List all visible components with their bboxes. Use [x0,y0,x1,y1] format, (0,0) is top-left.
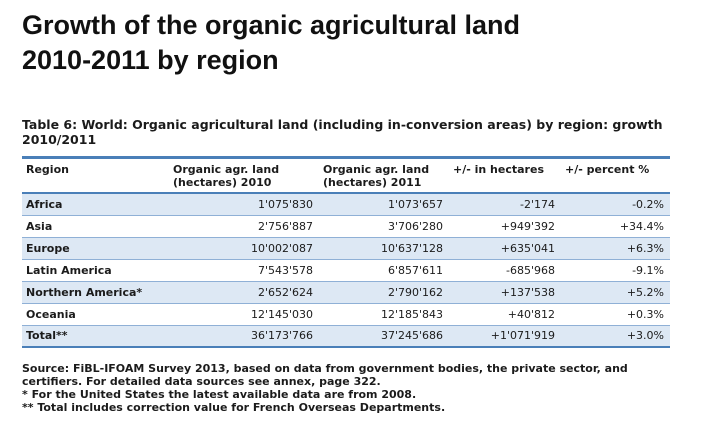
header-land-2010: Organic agr. land (hectares) 2010 [169,159,319,194]
cell-land-2011: 3'706'280 [319,215,449,238]
table-caption: Table 6: World: Organic agricultural lan… [22,117,663,147]
header-region: Region [22,159,169,194]
cell-land-2011: 6'857'611 [319,259,449,282]
cell-land-2010: 1'075'830 [169,193,319,216]
source-note: Source: FiBL-IFOAM Survey 2013, based on… [22,362,628,388]
slide-title-line1: Growth of the organic agricultural land [22,10,521,40]
cell-change-hectares: +40'812 [449,303,561,326]
organic-land-table: Region Organic agr. land (hectares) 2010… [22,159,670,348]
cell-land-2011: 10'637'128 [319,237,449,260]
cell-land-2010: 10'002'087 [169,237,319,260]
cell-change-hectares: +137'538 [449,281,561,304]
cell-region: Northern America* [22,281,169,304]
cell-region: Asia [22,215,169,238]
table-notes: Source: FiBL-IFOAM Survey 2013, based on… [22,362,682,414]
cell-land-2011: 2'790'162 [319,281,449,304]
cell-region: Total** [22,325,169,348]
table-row: Europe 10'002'087 10'637'128 +635'041 +6… [22,237,670,260]
cell-change-percent: -9.1% [561,259,670,282]
cell-change-percent: +34.4% [561,215,670,238]
cell-change-hectares: +949'392 [449,215,561,238]
table-row: Asia 2'756'887 3'706'280 +949'392 +34.4% [22,215,670,238]
footnote-total: ** Total includes correction value for F… [22,401,446,414]
cell-change-percent: +0.3% [561,303,670,326]
table-row: Africa 1'075'830 1'073'657 -2'174 -0.2% [22,193,670,216]
table-row: Northern America* 2'652'624 2'790'162 +1… [22,281,670,304]
header-land-2011: Organic agr. land (hectares) 2011 [319,159,449,194]
cell-change-hectares: +635'041 [449,237,561,260]
cell-change-hectares: +1'071'919 [449,325,561,348]
cell-change-hectares: -2'174 [449,193,561,216]
cell-region: Latin America [22,259,169,282]
cell-change-percent: +3.0% [561,325,670,348]
table-top-rule [22,156,670,159]
cell-change-percent: +6.3% [561,237,670,260]
table-row: Latin America 7'543'578 6'857'611 -685'9… [22,259,670,282]
cell-land-2011: 1'073'657 [319,193,449,216]
header-change-hectares: +/- in hectares [449,159,561,194]
table-row: Oceania 12'145'030 12'185'843 +40'812 +0… [22,303,670,326]
cell-region: Europe [22,237,169,260]
cell-land-2010: 2'652'624 [169,281,319,304]
cell-region: Africa [22,193,169,216]
footnote-united-states: * For the United States the latest avail… [22,388,417,401]
cell-land-2011: 12'185'843 [319,303,449,326]
cell-land-2010: 7'543'578 [169,259,319,282]
cell-change-hectares: -685'968 [449,259,561,282]
table-row-total: Total** 36'173'766 37'245'686 +1'071'919… [22,325,670,348]
cell-change-percent: -0.2% [561,193,670,216]
cell-land-2011: 37'245'686 [319,325,449,348]
cell-land-2010: 2'756'887 [169,215,319,238]
cell-land-2010: 36'173'766 [169,325,319,348]
slide-title: Growth of the organic agricultural land … [22,8,702,78]
header-change-percent: +/- percent % [561,159,670,194]
cell-change-percent: +5.2% [561,281,670,304]
slide-title-line2: 2010-2011 by region [22,45,279,75]
cell-land-2010: 12'145'030 [169,303,319,326]
cell-region: Oceania [22,303,169,326]
table-header-row: Region Organic agr. land (hectares) 2010… [22,159,670,194]
